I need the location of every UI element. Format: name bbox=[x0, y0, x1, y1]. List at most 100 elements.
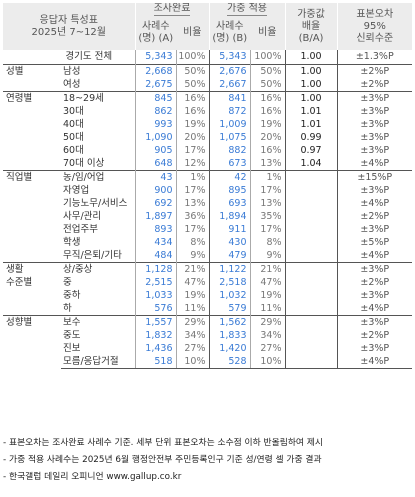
sample-count-a-cell: 2,675 bbox=[135, 78, 177, 92]
sample-count-b-cell: 1,562 bbox=[209, 315, 251, 329]
sample-count-b-cell: 1,075 bbox=[209, 131, 251, 144]
sample-count-a-cell: 1,033 bbox=[135, 289, 177, 302]
sample-count-a-cell: 692 bbox=[135, 197, 177, 210]
title-line1: 응답자 특성표 bbox=[39, 14, 98, 26]
ratio-a-cell: 8% bbox=[176, 236, 210, 249]
ratio-b-cell: 47% bbox=[250, 276, 286, 289]
group-label-text: 수준별 bbox=[6, 277, 33, 288]
ratio-a-cell: 19% bbox=[176, 118, 210, 131]
weight-multiplier-cell bbox=[285, 329, 338, 342]
table-row: 여성 2,675 50% 2,667 50% 1.00 ±2%P bbox=[3, 78, 412, 92]
sample-count-b-cell: 42 bbox=[209, 170, 251, 184]
weight-multiplier-cell: 1.00 bbox=[285, 78, 338, 92]
table-row: 성별 남성 2,668 50% 2,676 50% 1.00 ±2%P bbox=[3, 64, 413, 92]
ratio-b-header: 비율 bbox=[250, 16, 286, 50]
ratio-a-cell: 27% bbox=[176, 342, 210, 355]
sample-count-b-cell: 579 bbox=[209, 302, 251, 316]
ratio-a-cell: 19% bbox=[176, 289, 210, 302]
ratio-a-header: 비율 bbox=[176, 16, 210, 50]
sampling-error-cell: ±3%P bbox=[360, 119, 390, 130]
weight-multiplier-cell: 0.99 bbox=[285, 131, 338, 144]
ratio-a-cell: 34% bbox=[176, 329, 210, 342]
sampling-error-cell: ±3%P bbox=[360, 290, 390, 301]
ratio-b-cell: 17% bbox=[250, 223, 286, 236]
ratio-b-cell: 20% bbox=[250, 131, 286, 144]
ratio-b-cell: 19% bbox=[250, 289, 286, 302]
group-label: 성향별 bbox=[3, 315, 61, 369]
group-label: 직업별 bbox=[3, 170, 61, 263]
weight-multiplier-cell bbox=[285, 276, 338, 289]
sample-count-a-cell: 993 bbox=[135, 118, 177, 131]
sampling-error-cell: ±4%P bbox=[360, 303, 390, 314]
table-row: 자영업 900 17% 895 17% ±3%P bbox=[3, 184, 412, 197]
ratio-a-cell: 21% bbox=[176, 262, 210, 276]
weight-multiplier-cell bbox=[285, 342, 338, 355]
group-label: 생활 수준별 bbox=[3, 262, 61, 316]
row-label: 남성 bbox=[61, 64, 136, 78]
sample-count-a-cell: 43 bbox=[135, 170, 177, 184]
weight-multiplier-cell: 1.01 bbox=[285, 105, 338, 118]
ratio-a-cell: 17% bbox=[176, 184, 210, 197]
sample-count-b-cell: 479 bbox=[209, 249, 251, 263]
table-row: 전업주부 893 17% 911 17% ±3%P bbox=[3, 223, 412, 236]
sample-count-b-cell: 430 bbox=[209, 236, 251, 249]
sample-count-b-header: 사례수 (명) (B) bbox=[209, 16, 250, 50]
row-label: 자영업 bbox=[61, 184, 136, 197]
row-label: 농/임/어업 bbox=[61, 170, 136, 184]
ratio-a-cell: 1% bbox=[176, 170, 210, 184]
row-label: 무직/은퇴/기타 bbox=[61, 249, 136, 263]
group-label: 성별 bbox=[3, 64, 61, 92]
weight-multiplier-cell bbox=[285, 223, 338, 236]
table-row: 성향별 보수 1,557 29% 1,562 29% ±3%P bbox=[3, 315, 413, 369]
total-row: 경기도 전체 5,343 100% 5,343 100% 1.00 ±1.3%P bbox=[3, 50, 412, 65]
group-label-text: 성향별 bbox=[6, 317, 33, 328]
title-line2: 2025년 7~12월 bbox=[31, 26, 107, 38]
sample-count-b-cell: 841 bbox=[209, 91, 251, 105]
weight-multiplier-cell bbox=[285, 355, 338, 369]
row-label: 모름/응답거절 bbox=[61, 355, 136, 369]
row-label: 중도 bbox=[61, 329, 136, 342]
table-body: 경기도 전체 5,343 100% 5,343 100% 1.00 ±1.3%P 성별 남성 2,… bbox=[3, 50, 413, 369]
table-row: 사무/관리 1,897 36% 1,894 35% ±2%P bbox=[3, 210, 412, 223]
row-label: 40대 bbox=[61, 118, 136, 131]
sample-count-b-cell: 872 bbox=[209, 105, 251, 118]
sample-count-b-cell: 2,667 bbox=[209, 78, 251, 92]
sample-count-a-cell: 2,515 bbox=[135, 276, 177, 289]
sample-count-a-cell: 845 bbox=[135, 91, 177, 105]
sample-count-a-cell: 648 bbox=[135, 157, 177, 171]
sampling-error-cell: ±2%P bbox=[360, 330, 390, 341]
sample-count-b-cell: 882 bbox=[209, 144, 251, 157]
sample-count-b-cell: 2,676 bbox=[209, 64, 251, 78]
table-row: 70대 이상 648 12% 673 13% 1.04 ±4%P bbox=[3, 157, 412, 171]
sampling-error-cell: ±4%P bbox=[337, 355, 413, 369]
group-label-text: 성별 bbox=[6, 66, 24, 77]
sample-count-a-cell: 576 bbox=[135, 302, 177, 316]
ratio-a-cell: 13% bbox=[176, 197, 210, 210]
sampling-error-cell: ±3%P bbox=[360, 132, 390, 143]
ratio-a-cell: 36% bbox=[176, 210, 210, 223]
footnote: - 표본오차는 조사완료 사례수 기준. 세부 단위 표본오차는 소수점 이하 … bbox=[3, 438, 323, 448]
sampling-error-cell: ±3%P bbox=[360, 224, 390, 235]
row-label: 여성 bbox=[61, 78, 136, 92]
sample-count-a-cell: 484 bbox=[135, 249, 177, 263]
table-title: 응답자 특성표 2025년 7~12월 bbox=[3, 3, 136, 50]
sample-count-a-cell: 893 bbox=[135, 223, 177, 236]
ratio-b-cell: 34% bbox=[250, 329, 286, 342]
weight-multiplier-cell: 1.00 bbox=[285, 50, 338, 65]
sampling-error-cell: ±2%P bbox=[337, 64, 413, 78]
weight-multiplier-cell: 0.97 bbox=[285, 144, 338, 157]
weight-multiplier-cell bbox=[285, 262, 338, 276]
sampling-error-cell: ±3%P bbox=[360, 106, 390, 117]
table-row: 직업별 농/임/어업 43 1% 42 1% ±15%P bbox=[3, 170, 413, 263]
ratio-a-cell: 17% bbox=[176, 223, 210, 236]
row-label: 사무/관리 bbox=[61, 210, 136, 223]
weighted-header: 가중 적용 bbox=[209, 3, 286, 16]
sampling-error-cell: ±1.3%P bbox=[355, 51, 394, 62]
sample-count-b-cell: 528 bbox=[209, 355, 251, 369]
table-row: 하 576 11% 579 11% ±4%P bbox=[3, 302, 412, 316]
sample-count-b-cell: 895 bbox=[209, 184, 251, 197]
footnote: - 한국갤럽 데일리 오피니언 www.gallup.co.kr bbox=[3, 472, 182, 482]
row-label: 경기도 전체 bbox=[3, 50, 136, 65]
sampling-error-cell: ±4%P bbox=[360, 198, 390, 209]
ratio-a-cell: 50% bbox=[176, 64, 210, 78]
